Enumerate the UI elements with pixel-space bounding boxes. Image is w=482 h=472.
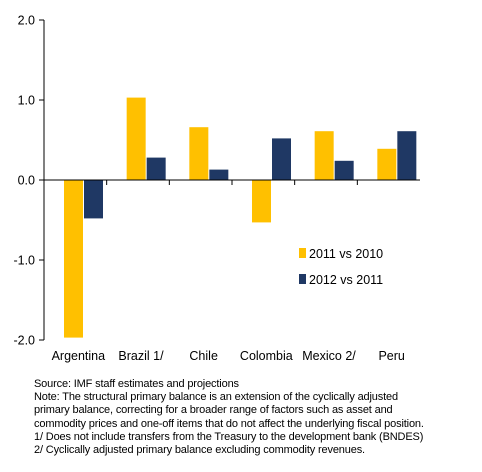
x-category-label: Chile — [189, 349, 218, 363]
bar-series1-mexico — [314, 131, 334, 180]
footnote-1: 1/ Does not include transfers from the T… — [34, 430, 424, 443]
footnote-2: 2/ Cyclically adjusted primary balance e… — [34, 444, 365, 457]
legend-swatch — [299, 248, 306, 258]
bar-series2-brazil — [146, 157, 166, 180]
legend-label: 2011 vs 2010 — [309, 247, 383, 261]
bar-series1-brazil — [126, 97, 146, 180]
y-tick-label: -1.0 — [13, 254, 35, 268]
y-tick-label: 0.0 — [18, 174, 35, 188]
note-line-3: commodity prices and one-off items that … — [34, 417, 424, 430]
legend-label: 2012 vs 2011 — [309, 273, 383, 287]
y-axis-ticks: 2.0 1.0 0.0 -1.0 -2.0 — [13, 14, 44, 348]
notes: Source: IMF staff estimates and projecti… — [34, 378, 478, 457]
y-tick-label: 1.0 — [18, 94, 35, 108]
x-category-label: Colombia — [240, 349, 293, 363]
x-category-label: Brazil 1/ — [118, 349, 164, 363]
note-line-2: primary balance, correcting for a broade… — [34, 404, 393, 417]
x-axis-ticks — [106, 180, 358, 185]
bar-series1-argentina — [64, 180, 83, 338]
x-category-label: Argentina — [52, 349, 106, 363]
source-text: Source: IMF staff estimates and projecti… — [34, 378, 239, 390]
x-category-label: Mexico 2/ — [302, 349, 356, 363]
bar-series2-colombia — [272, 138, 291, 180]
bar-chart: 2.0 1.0 0.0 -1.0 -2.0 Argentina Brazil 1/Chil… — [13, 14, 420, 363]
bar-series2-argentina — [84, 180, 103, 219]
bar-series2-mexico — [334, 160, 354, 180]
y-tick-label: 2.0 — [18, 14, 35, 28]
bar-series2-peru — [397, 131, 417, 180]
bar-series1-colombia — [252, 180, 271, 223]
note-line-1: Note: The structural primary balance is … — [34, 391, 398, 404]
legend: 2011 vs 2010 2012 vs 2011 — [299, 247, 383, 287]
bars — [64, 97, 417, 338]
x-axis-labels: Argentina Brazil 1/Chile Colombia Mexico 2/… — [52, 349, 405, 363]
bar-series2-chile — [209, 169, 229, 180]
bar-series1-peru — [377, 148, 397, 180]
bar-series1-chile — [189, 127, 209, 180]
y-tick-label: -2.0 — [13, 334, 35, 348]
x-category-label: Peru — [378, 349, 404, 363]
legend-swatch — [299, 274, 306, 284]
